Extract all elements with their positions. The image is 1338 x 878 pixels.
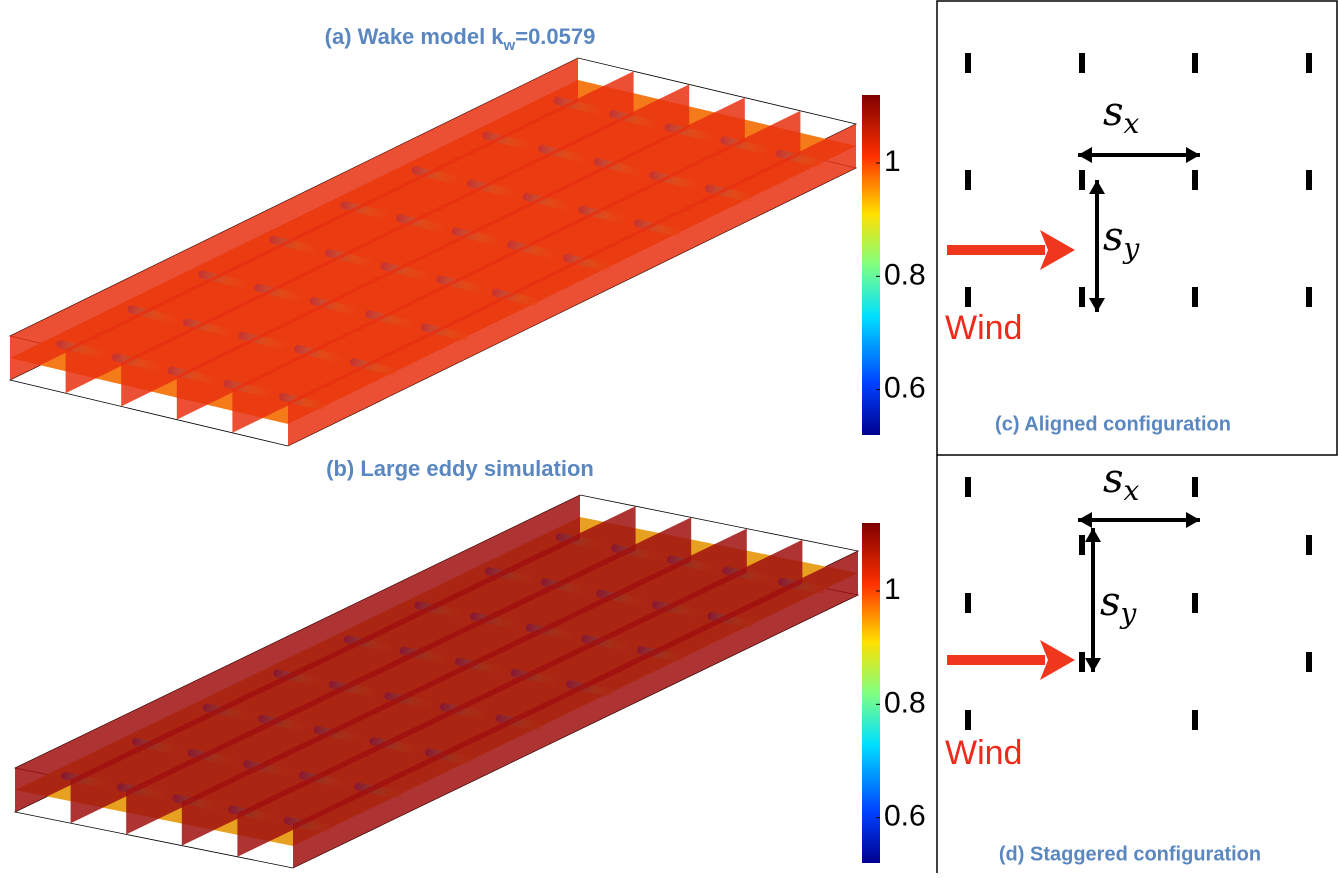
panel-title: (b) Large eddy simulation <box>326 456 594 481</box>
turbine <box>1306 287 1312 307</box>
arrow-head <box>1089 180 1105 194</box>
spacing-label: sx <box>1103 89 1140 140</box>
turbine <box>1079 287 1085 307</box>
turbine <box>1192 170 1198 190</box>
colorbar-tick-label: 0.8 <box>884 258 926 291</box>
colorbar-tick-label: 0.8 <box>884 686 926 719</box>
turbine <box>1306 535 1312 555</box>
wind-label: Wind <box>945 309 1022 347</box>
turbine <box>1306 652 1312 672</box>
panel-title: (d) Staggered configuration <box>999 843 1261 865</box>
symbol-sub: y <box>1122 232 1141 265</box>
panel-frame <box>937 1 1337 455</box>
turbine <box>965 53 971 73</box>
colorbar-tick-label: 1 <box>884 145 901 178</box>
symbol-sub: y <box>1119 597 1138 630</box>
turbine <box>965 477 971 497</box>
panel-title: (a) Wake model kw=0.0579 <box>325 24 596 54</box>
symbol: s <box>1103 214 1124 260</box>
colorbar <box>862 95 880 435</box>
colorbars: 0.6 0.8 1 0.6 0.8 1 <box>862 95 926 863</box>
turbine <box>965 710 971 730</box>
wind-arrow-head <box>1040 230 1075 270</box>
turbine <box>1306 53 1312 73</box>
symbol-sub: x <box>1124 474 1140 507</box>
turbine <box>1079 53 1085 73</box>
turbine <box>1306 170 1312 190</box>
turbine <box>1192 477 1198 497</box>
turbine <box>1079 170 1085 190</box>
arrow-head <box>1078 512 1092 528</box>
colorbar-tick-label: 0.6 <box>884 372 926 405</box>
spacing-label: sy <box>1100 579 1138 630</box>
wind-arrow-head <box>1040 640 1075 680</box>
arrow-head <box>1085 658 1101 672</box>
symbol: s <box>1103 456 1124 502</box>
panel-title: (c) Aligned configuration <box>995 413 1231 435</box>
colorbar <box>862 523 880 863</box>
turbine <box>1192 287 1198 307</box>
turbine <box>1192 593 1198 613</box>
spacing-label: sx <box>1103 456 1140 507</box>
symbol-sub: x <box>1124 107 1140 140</box>
symbol: s <box>1100 579 1121 625</box>
turbine <box>965 287 971 307</box>
turbine <box>965 170 971 190</box>
colorbar-tick-label: 0.6 <box>884 800 926 833</box>
turbine <box>1192 710 1198 730</box>
turbine <box>1192 53 1198 73</box>
arrow-head <box>1089 298 1105 312</box>
turbine <box>1079 652 1085 672</box>
spacing-label: sy <box>1103 214 1141 265</box>
turbine <box>965 593 971 613</box>
arrow-head <box>1186 512 1200 528</box>
turbine <box>1079 535 1085 555</box>
colorbar-tick-label: 1 <box>884 573 901 606</box>
wind-label: Wind <box>945 734 1022 772</box>
arrow-head <box>1078 147 1092 163</box>
symbol: s <box>1103 89 1124 135</box>
figure: 0.60.810.60.81 (a) Wake model kw=0.0579 … <box>0 0 1338 873</box>
arrow-head <box>1186 147 1200 163</box>
arrow-head <box>1085 528 1101 542</box>
